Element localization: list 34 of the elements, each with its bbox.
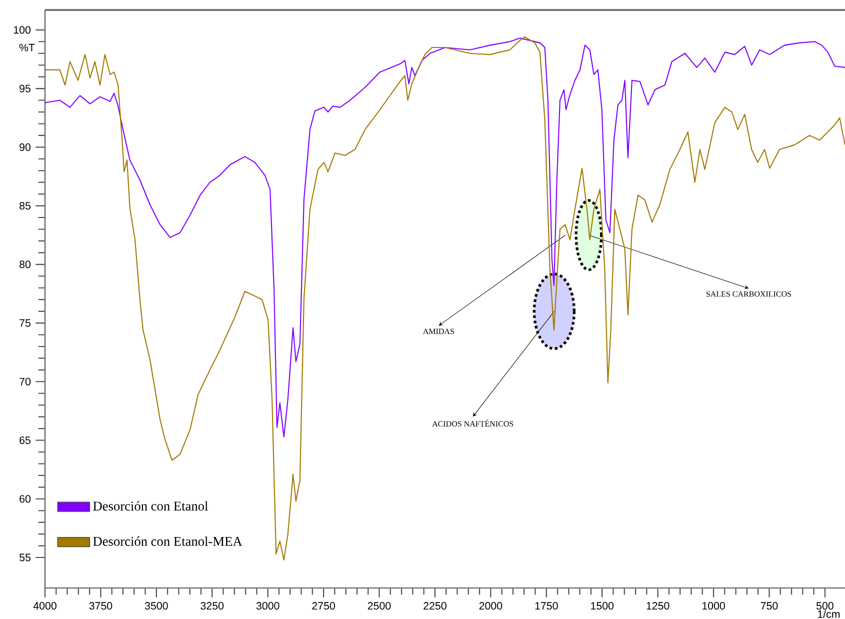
line-series (44, 36, 845, 560)
y-tick-label: 100 (14, 26, 31, 34)
legend-label: Desorción con Etanol (93, 501, 208, 511)
x-tick-label: 3000 (256, 602, 280, 610)
x-tick-label: 1250 (646, 602, 670, 610)
x-tick-label: 2500 (368, 602, 391, 610)
x-tick-label: 3750 (89, 602, 112, 610)
y-tick-label: 60 (20, 495, 31, 503)
y-tick-label: 75 (20, 319, 30, 327)
y-tick-label: 95 (20, 84, 30, 92)
x-tick-label: 2250 (424, 602, 446, 610)
y-axis-title: %T (19, 44, 35, 52)
x-tick-label: 3250 (200, 602, 224, 610)
x-tick-label: 1750 (535, 602, 558, 610)
y-tick-label: 90 (20, 143, 31, 151)
x-tick-label: 1000 (702, 602, 725, 610)
x-tick-label: 2750 (312, 602, 335, 610)
annotation: SALES CARBOXILICOS (706, 291, 792, 297)
legend-label: Desorción con Etanol-MEA (93, 536, 242, 546)
x-tick-label: 750 (760, 602, 778, 610)
y-tick-label: 55 (20, 554, 30, 562)
y-tick-label: 80 (20, 260, 31, 268)
annotation: ACIDOS NAFTÉNICOS (432, 420, 514, 427)
x-tick-label: 4000 (33, 602, 56, 610)
x-tick-label: 3500 (144, 602, 168, 610)
x-tick-label: 500 (816, 602, 834, 610)
y-tick-label: 85 (20, 202, 30, 210)
annotation: AMIDAS (422, 328, 454, 334)
y-tick-label: 65 (20, 436, 30, 444)
x-tick-label: 1500 (591, 602, 614, 610)
y-tick-label: 70 (20, 378, 31, 386)
x-axis-title: 1/cm (818, 610, 840, 618)
line-series (44, 38, 845, 438)
x-tick-label: 2000 (479, 602, 502, 610)
